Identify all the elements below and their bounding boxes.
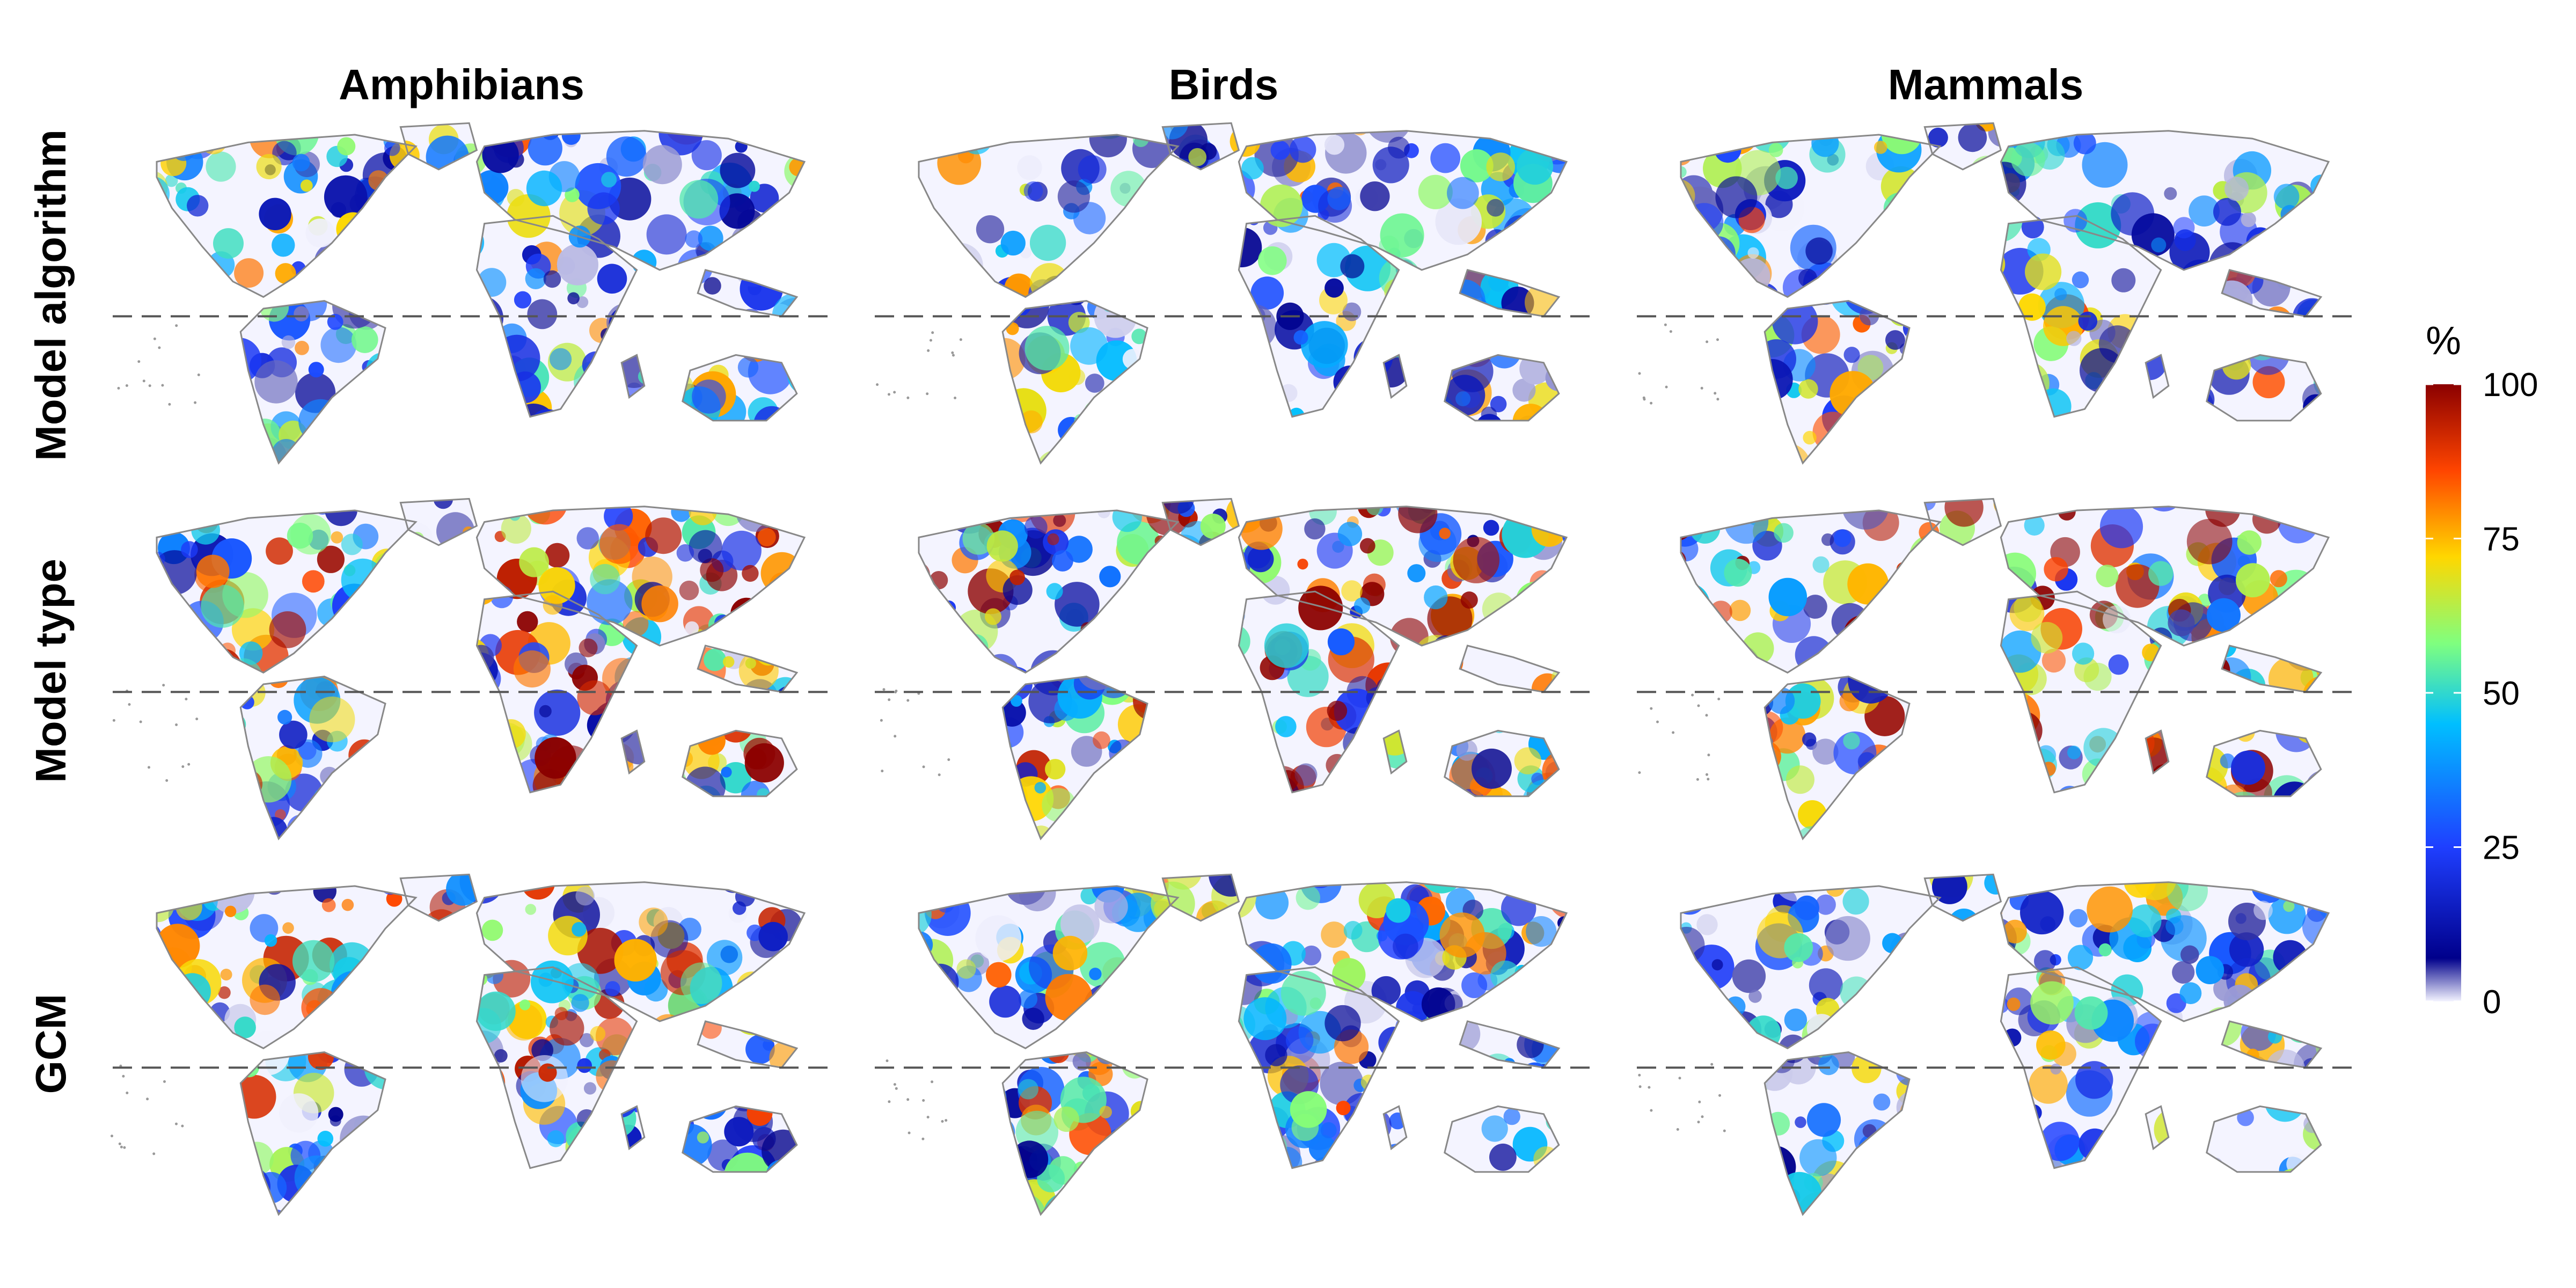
coastline-australia: [1444, 729, 1560, 797]
coastline-australia: [2206, 1105, 2322, 1173]
map-panel-model-algorithm-birds: [875, 122, 1594, 465]
coastline-madagascar: [2145, 354, 2170, 399]
coastline-greenland: [399, 497, 478, 546]
coastline-europe-asia: [1238, 506, 1568, 647]
column-title-amphibians: Amphibians: [339, 61, 584, 108]
legend-tick-label: 25: [2483, 830, 2520, 867]
coastline-greenland: [1923, 873, 2002, 922]
map-panel-model-algorithm-amphibians: [113, 122, 832, 465]
coastline-north-america: [1680, 509, 1942, 674]
map-panel-model-type-mammals: [1637, 497, 2356, 840]
coastline-greenland: [1161, 497, 1240, 546]
row-title-model-type: Model type: [27, 559, 75, 783]
coastline-south-america: [239, 1051, 386, 1216]
coastline-madagascar: [2145, 729, 2170, 775]
coastline-australia: [2206, 354, 2322, 422]
coastline-europe-asia: [475, 506, 806, 647]
map-panel-model-type-amphibians: [112, 497, 832, 840]
map-panel-gcm-amphibians: [111, 873, 832, 1216]
coastline-north-america: [156, 885, 418, 1050]
coastline-greenland: [1923, 497, 2002, 546]
coastline-africa: [2000, 966, 2162, 1169]
coastline-madagascar: [1382, 1105, 1408, 1151]
row-title-model-algorithm: Model algorithm: [27, 129, 75, 461]
coastline-europe-asia: [2000, 881, 2330, 1022]
coastline-greenland: [399, 873, 478, 922]
coastline-south-america: [239, 676, 386, 840]
coastline-europe-asia: [1238, 130, 1568, 271]
coastline-africa: [475, 590, 638, 794]
legend-tick-label: 0: [2483, 984, 2501, 1021]
map-panels: [111, 122, 2356, 1216]
coastline-north-america: [156, 134, 418, 298]
coastline-europe-asia: [475, 130, 806, 271]
coastline-north-america: [918, 885, 1180, 1050]
coastline-africa: [2000, 590, 2162, 794]
coastline-australia: [2206, 729, 2322, 797]
coastline-north-america: [1680, 134, 1942, 298]
coastline-madagascar: [620, 354, 646, 399]
coastline-south-america: [239, 300, 386, 465]
legend-title: %: [2426, 318, 2461, 363]
coastline-north-america: [918, 134, 1180, 298]
coastline-madagascar: [1382, 354, 1408, 399]
coastline-north-america: [1680, 885, 1942, 1050]
coastline-south-america: [1001, 300, 1148, 465]
coastline-europe-asia: [1238, 881, 1568, 1022]
map-panel-gcm-birds: [875, 873, 1594, 1216]
coastline-africa: [1238, 590, 1400, 794]
coastline-australia: [682, 729, 798, 797]
coastline-south-america: [1001, 1051, 1148, 1216]
legend-tick-label: 75: [2483, 521, 2520, 558]
coastline-madagascar: [620, 1105, 646, 1151]
coastline-greenland: [1161, 873, 1240, 922]
coastline-madagascar: [1382, 729, 1408, 775]
coastline-north-america: [156, 509, 418, 674]
coastline-africa: [1238, 215, 1400, 418]
coastline-europe-asia: [2000, 506, 2330, 647]
coastline-africa: [2000, 215, 2162, 418]
color-legend: % 0 25 50 75 100: [2426, 318, 2538, 1021]
coastline-africa: [1238, 966, 1400, 1169]
map-panel-model-type-birds: [875, 497, 1594, 840]
coastline-australia: [682, 354, 798, 422]
column-title-birds: Birds: [1169, 61, 1279, 108]
coastline-australia: [1444, 1105, 1560, 1173]
legend-tick-label: 50: [2483, 675, 2520, 712]
coastline-australia: [682, 1105, 798, 1173]
land-fill: [1681, 874, 2329, 1214]
coastline-greenland: [399, 122, 478, 171]
row-title-gcm: GCM: [27, 994, 75, 1094]
coastline-south-america: [1763, 300, 1911, 465]
legend-tick-label: 100: [2483, 367, 2538, 404]
coastline-south-america: [1763, 1051, 1911, 1216]
map-panel-gcm-mammals: [1637, 873, 2356, 1216]
coastline-africa: [475, 215, 638, 418]
coastline-greenland: [1923, 122, 2002, 171]
coastline-south-america: [1763, 676, 1911, 840]
coastline-europe-asia: [2000, 130, 2330, 271]
coastline-madagascar: [2145, 1105, 2170, 1151]
coastline-south-america: [1001, 676, 1148, 840]
legend-ticks: 0 25 50 75 100: [2426, 367, 2538, 1021]
coastline-greenland: [1161, 122, 1240, 171]
map-panel-model-algorithm-mammals: [1637, 122, 2356, 465]
coastline-africa: [475, 966, 638, 1169]
coastline-europe-asia: [475, 881, 806, 1022]
coastline-madagascar: [620, 729, 646, 775]
coastline-north-america: [918, 509, 1180, 674]
coastline-australia: [1444, 354, 1560, 422]
land-fill: [157, 874, 804, 1214]
column-title-mammals: Mammals: [1888, 61, 2084, 108]
